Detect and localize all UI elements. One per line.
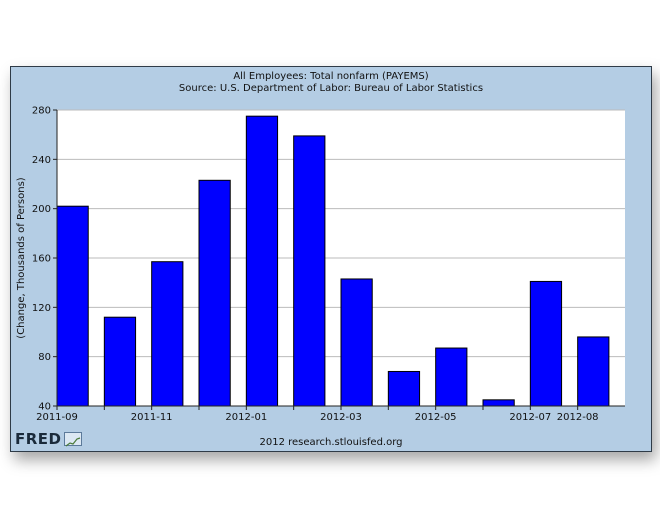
footer-credit: 2012 research.stlouisfed.org <box>259 437 403 448</box>
x-tick-label: 2012-07 <box>509 412 551 423</box>
x-tick-label: 2011-11 <box>131 412 173 423</box>
chart-subtitle: Source: U.S. Department of Labor: Bureau… <box>178 83 484 94</box>
x-tick-label: 2011-09 <box>36 412 78 423</box>
bar <box>103 316 137 407</box>
fred-logo: FRED <box>15 430 82 448</box>
bar <box>529 280 563 407</box>
fred-logo-text: FRED <box>15 430 62 448</box>
y-tick-label: 40 <box>38 402 51 413</box>
bar <box>435 347 468 407</box>
chart-frame: All Employees: Total nonfarm (PAYEMS) So… <box>10 66 652 452</box>
bar <box>577 336 610 407</box>
x-tick-label: 2012-01 <box>225 412 267 423</box>
y-tick-label: 280 <box>32 106 51 117</box>
y-tick-label: 80 <box>38 352 51 363</box>
chart-title: All Employees: Total nonfarm (PAYEMS) <box>233 71 429 82</box>
bar-chart: 40 80 120 160 200 240 280 2011-09 2011-11 2012-01… <box>16 106 625 423</box>
fred-graph-icon <box>63 432 82 447</box>
bar <box>482 399 515 407</box>
bar <box>56 205 89 407</box>
bar <box>387 370 421 407</box>
bar <box>198 179 231 407</box>
bar <box>151 261 184 407</box>
bar <box>340 278 373 407</box>
y-tick-label: 240 <box>32 155 51 166</box>
y-tick-label: 120 <box>32 303 51 314</box>
x-tick-label: 2012-03 <box>320 412 362 423</box>
x-tick-label: 2012-08 <box>557 412 599 423</box>
bar <box>245 115 279 407</box>
bar <box>293 135 326 407</box>
y-tick-label: 200 <box>32 204 51 215</box>
y-tick-label: 160 <box>32 254 51 265</box>
y-axis-label: (Change, Thousands of Persons) <box>16 177 27 338</box>
x-tick-label: 2012-05 <box>415 412 457 423</box>
